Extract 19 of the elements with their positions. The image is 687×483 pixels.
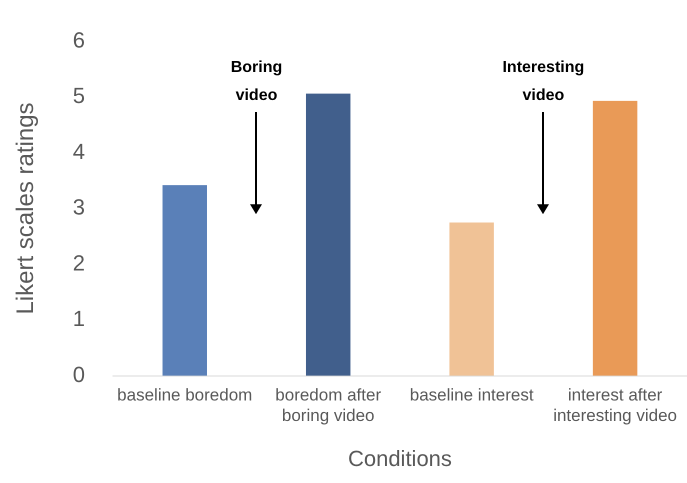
- x-tick-label: baseline interest: [410, 386, 534, 405]
- bar: [449, 222, 494, 376]
- y-tick-label: 3: [72, 194, 86, 220]
- bar: [306, 94, 350, 376]
- bar: [592, 100, 638, 376]
- x-tick-label: boredom after boring video: [275, 386, 382, 426]
- y-tick-label: 0: [72, 362, 86, 387]
- y-tick-label: 1: [72, 306, 86, 332]
- x-tick-label: interest after interesting video: [553, 386, 678, 426]
- x-tick-label: baseline boredom: [117, 386, 252, 405]
- x-axis-title: Conditions: [348, 446, 452, 471]
- annotation: Interesting video: [502, 58, 584, 104]
- annotation: Boring video: [230, 58, 282, 104]
- y-tick-label: 6: [72, 27, 86, 52]
- y-tick-label: 2: [72, 250, 86, 276]
- bar: [162, 185, 207, 376]
- y-tick-label: 4: [72, 138, 86, 164]
- y-tick-label: 5: [72, 83, 86, 108]
- y-axis-title: Likert scales ratings: [12, 102, 40, 315]
